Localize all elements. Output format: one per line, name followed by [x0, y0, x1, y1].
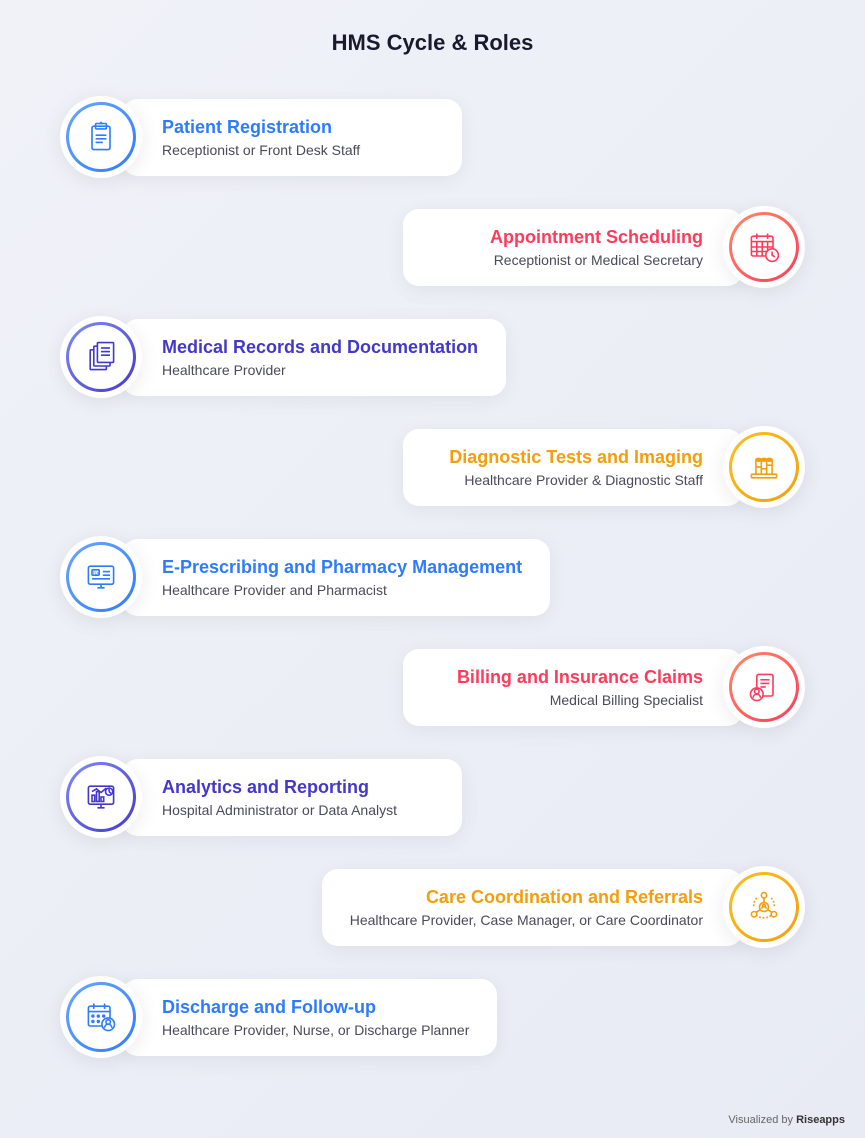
cycle-card-subtitle: Medical Billing Specialist	[431, 692, 703, 708]
calendar-clock-icon	[723, 206, 805, 288]
cycle-card-title: Discharge and Follow-up	[162, 997, 469, 1018]
cycle-card: Billing and Insurance Claims Medical Bill…	[403, 649, 743, 726]
cycle-card: Care Coordination and Referrals Healthcar…	[322, 869, 743, 946]
cycle-card-title: Diagnostic Tests and Imaging	[431, 447, 703, 468]
network-icon	[723, 866, 805, 948]
cycle-card: Analytics and Reporting Hospital Administ…	[122, 759, 462, 836]
cycle-card-title: E-Prescribing and Pharmacy Management	[162, 557, 522, 578]
footer-credit: Visualized by Riseapps	[728, 1114, 845, 1126]
cycle-card-subtitle: Healthcare Provider	[162, 362, 478, 378]
cycle-card-subtitle: Hospital Administrator or Data Analyst	[162, 802, 434, 818]
cycle-card-subtitle: Receptionist or Medical Secretary	[431, 252, 703, 268]
cycle-card-title: Billing and Insurance Claims	[431, 667, 703, 688]
rx-screen-icon: RX	[60, 536, 142, 618]
cycle-card-title: Patient Registration	[162, 117, 434, 138]
beakers-icon	[723, 426, 805, 508]
cycle-card-subtitle: Healthcare Provider and Pharmacist	[162, 582, 522, 598]
cycle-card-subtitle: Receptionist or Front Desk Staff	[162, 142, 434, 158]
invoice-icon	[723, 646, 805, 728]
cycle-card: Discharge and Follow-up Healthcare Provid…	[122, 979, 497, 1056]
cycle-card-title: Analytics and Reporting	[162, 777, 434, 798]
documents-icon	[60, 316, 142, 398]
cycle-item: Billing and Insurance Claims Medical Bill…	[60, 646, 805, 728]
cycle-card-title: Medical Records and Documentation	[162, 337, 478, 358]
cycle-item: Analytics and Reporting Hospital Administ…	[60, 756, 805, 838]
cycle-card: E-Prescribing and Pharmacy Management Hea…	[122, 539, 550, 616]
page-title: HMS Cycle & Roles	[60, 30, 805, 56]
svg-text:RX: RX	[93, 570, 99, 575]
cycle-card: Appointment Scheduling Receptionist or Me…	[403, 209, 743, 286]
cycle-card: Diagnostic Tests and Imaging Healthcare P…	[403, 429, 743, 506]
cycle-card-subtitle: Healthcare Provider, Nurse, or Discharge…	[162, 1022, 469, 1038]
cycle-item: RX E-Prescribing and Pharmacy Management H…	[60, 536, 805, 618]
cycle-item: Appointment Scheduling Receptionist or Me…	[60, 206, 805, 288]
clipboard-icon	[60, 96, 142, 178]
cycle-card-title: Appointment Scheduling	[431, 227, 703, 248]
cycle-item: Care Coordination and Referrals Healthcar…	[60, 866, 805, 948]
calendar-user-icon	[60, 976, 142, 1058]
cycle-item: Diagnostic Tests and Imaging Healthcare P…	[60, 426, 805, 508]
cycle-card-title: Care Coordination and Referrals	[350, 887, 703, 908]
cycle-card: Medical Records and Documentation Healthc…	[122, 319, 506, 396]
cycle-card: Patient Registration Receptionist or Fron…	[122, 99, 462, 176]
cycle-card-subtitle: Healthcare Provider & Diagnostic Staff	[431, 472, 703, 488]
cycle-item: Medical Records and Documentation Healthc…	[60, 316, 805, 398]
items-list: Patient Registration Receptionist or Fron…	[60, 96, 805, 1058]
cycle-card-subtitle: Healthcare Provider, Case Manager, or Ca…	[350, 912, 703, 928]
analytics-icon	[60, 756, 142, 838]
cycle-item: Patient Registration Receptionist or Fron…	[60, 96, 805, 178]
cycle-item: Discharge and Follow-up Healthcare Provid…	[60, 976, 805, 1058]
